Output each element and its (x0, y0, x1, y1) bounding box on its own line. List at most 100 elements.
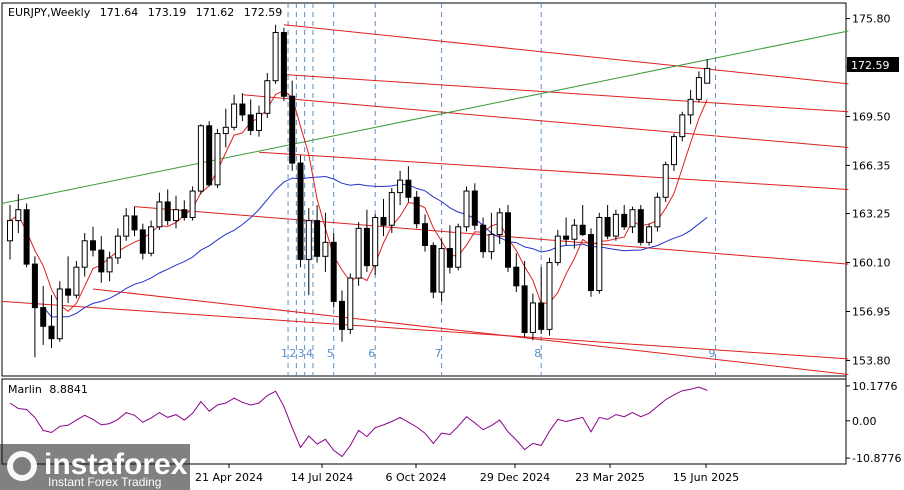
channel-line-0 (283, 24, 849, 85)
candle-body-57 (480, 224, 487, 253)
candle-body-74 (621, 213, 628, 228)
candle-body-73 (612, 213, 619, 237)
candle-body-33 (280, 32, 287, 97)
candle-body-4 (40, 307, 47, 327)
y-tick-label-7: 153.80 (852, 354, 891, 367)
candle-body-49 (413, 196, 420, 225)
candle-body-70 (588, 234, 594, 292)
candle-body-8 (73, 266, 80, 296)
candle-body-71 (596, 216, 603, 292)
candle-body-19 (164, 201, 171, 222)
candle-body-30 (256, 112, 262, 131)
fib-label-1: 2 (289, 347, 296, 360)
candle-body-64 (538, 302, 545, 330)
candle-body-10 (90, 240, 96, 251)
candle-body-52 (438, 248, 445, 293)
candle-body-58 (488, 234, 495, 253)
candle-body-35 (297, 162, 304, 260)
candle-body-40 (339, 300, 345, 330)
candle-body-72 (604, 216, 611, 237)
y-tick-label-5: 160.10 (852, 257, 891, 270)
indicator-name: Marlin (8, 383, 42, 396)
candle-body-46 (388, 192, 395, 226)
channel-line-5 (1, 300, 849, 360)
candle-body-82 (687, 98, 694, 116)
candle-body-18 (156, 201, 163, 228)
candle-body-26 (222, 126, 229, 135)
last-price-label: 172.59 (851, 59, 890, 72)
last-price-tag (847, 57, 899, 72)
candle-body-60 (505, 212, 511, 268)
y-tick-label-3: 166.35 (852, 159, 891, 172)
candle-body-61 (513, 266, 520, 287)
x-tick-label-3: 29 Dec 2024 (480, 471, 550, 484)
channel-line-6 (92, 288, 849, 375)
candle-body-42 (355, 227, 362, 279)
candle-body-6 (56, 288, 63, 340)
fib-label-6: 7 (435, 347, 442, 360)
candle-body-53 (446, 248, 453, 268)
candle-body-14 (123, 215, 130, 237)
candle-body-5 (48, 325, 55, 340)
header-open: 171.64 (100, 6, 139, 19)
candle-body-75 (629, 209, 636, 228)
channel-line-1 (283, 73, 849, 113)
candle-body-47 (397, 179, 404, 194)
candle-body-24 (206, 125, 213, 186)
candle-body-11 (98, 249, 105, 273)
candle-body-68 (571, 224, 578, 240)
candle-body-77 (646, 226, 653, 243)
candle-body-66 (554, 235, 561, 264)
fib-label-8: 9 (709, 347, 716, 360)
fib-label-2: 3 (298, 347, 305, 360)
header-low: 171.62 (196, 6, 235, 19)
fib-label-3: 4 (306, 347, 313, 360)
y-tick-label-0: 175.80 (852, 13, 891, 26)
x-tick-label-5: 15 Jun 2025 (673, 471, 739, 484)
candle-body-50 (422, 223, 428, 246)
header-close: 172.59 (244, 6, 283, 19)
x-axis-ticks: 21 Apr 2024 14 Jul 2024 6 Oct 2024 29 Dec 2… (195, 464, 739, 484)
oscillator: 10.1776 0.00 -10.8776 (9, 380, 901, 465)
candle-body-34 (289, 95, 296, 164)
candle-body-27 (231, 103, 238, 128)
candle-body-41 (347, 277, 354, 330)
indicator-value: 8.8841 (49, 383, 88, 396)
candle-body-59 (496, 212, 503, 236)
candle-body-83 (695, 77, 702, 100)
logo-tagline: Instant Forex Trading (48, 475, 161, 489)
oscillator-line (9, 386, 708, 458)
fib-label-4: 5 (327, 347, 334, 360)
candle-body-22 (189, 190, 196, 218)
fib-label-0: 1 (281, 347, 288, 360)
channel-line-3 (258, 151, 849, 190)
candle-body-3 (31, 263, 38, 309)
candle-body-84 (704, 67, 711, 84)
candle-body-17 (148, 226, 155, 254)
indicator-label: Marlin 8.8841 (8, 383, 88, 396)
candle-body-55 (463, 190, 470, 228)
candle-body-62 (521, 285, 528, 333)
candle-body-79 (662, 164, 669, 198)
candle-body-15 (131, 215, 138, 231)
candle-body-28 (239, 103, 246, 116)
candle-body-25 (214, 133, 221, 186)
candle-body-39 (330, 241, 337, 302)
candle-body-80 (671, 136, 677, 166)
candle-body-1 (15, 209, 22, 222)
x-tick-label-0: 21 Apr 2024 (195, 471, 263, 484)
x-tick-label-2: 6 Oct 2024 (385, 471, 446, 484)
candle-body-51 (430, 244, 437, 293)
candle-body-2 (23, 209, 30, 265)
candle-body-36 (305, 220, 312, 260)
candle-body-20 (173, 209, 179, 222)
candle-body-44 (372, 216, 379, 267)
candle-body-54 (455, 226, 462, 268)
osc-tick-label-0: 10.1776 (852, 380, 898, 393)
header-high: 173.19 (148, 6, 187, 19)
candle-body-43 (363, 227, 370, 267)
fib-label-5: 6 (368, 347, 375, 360)
instaforex-logo: instaforex Instant Forex Trading (0, 444, 190, 490)
candle-body-21 (181, 209, 188, 218)
